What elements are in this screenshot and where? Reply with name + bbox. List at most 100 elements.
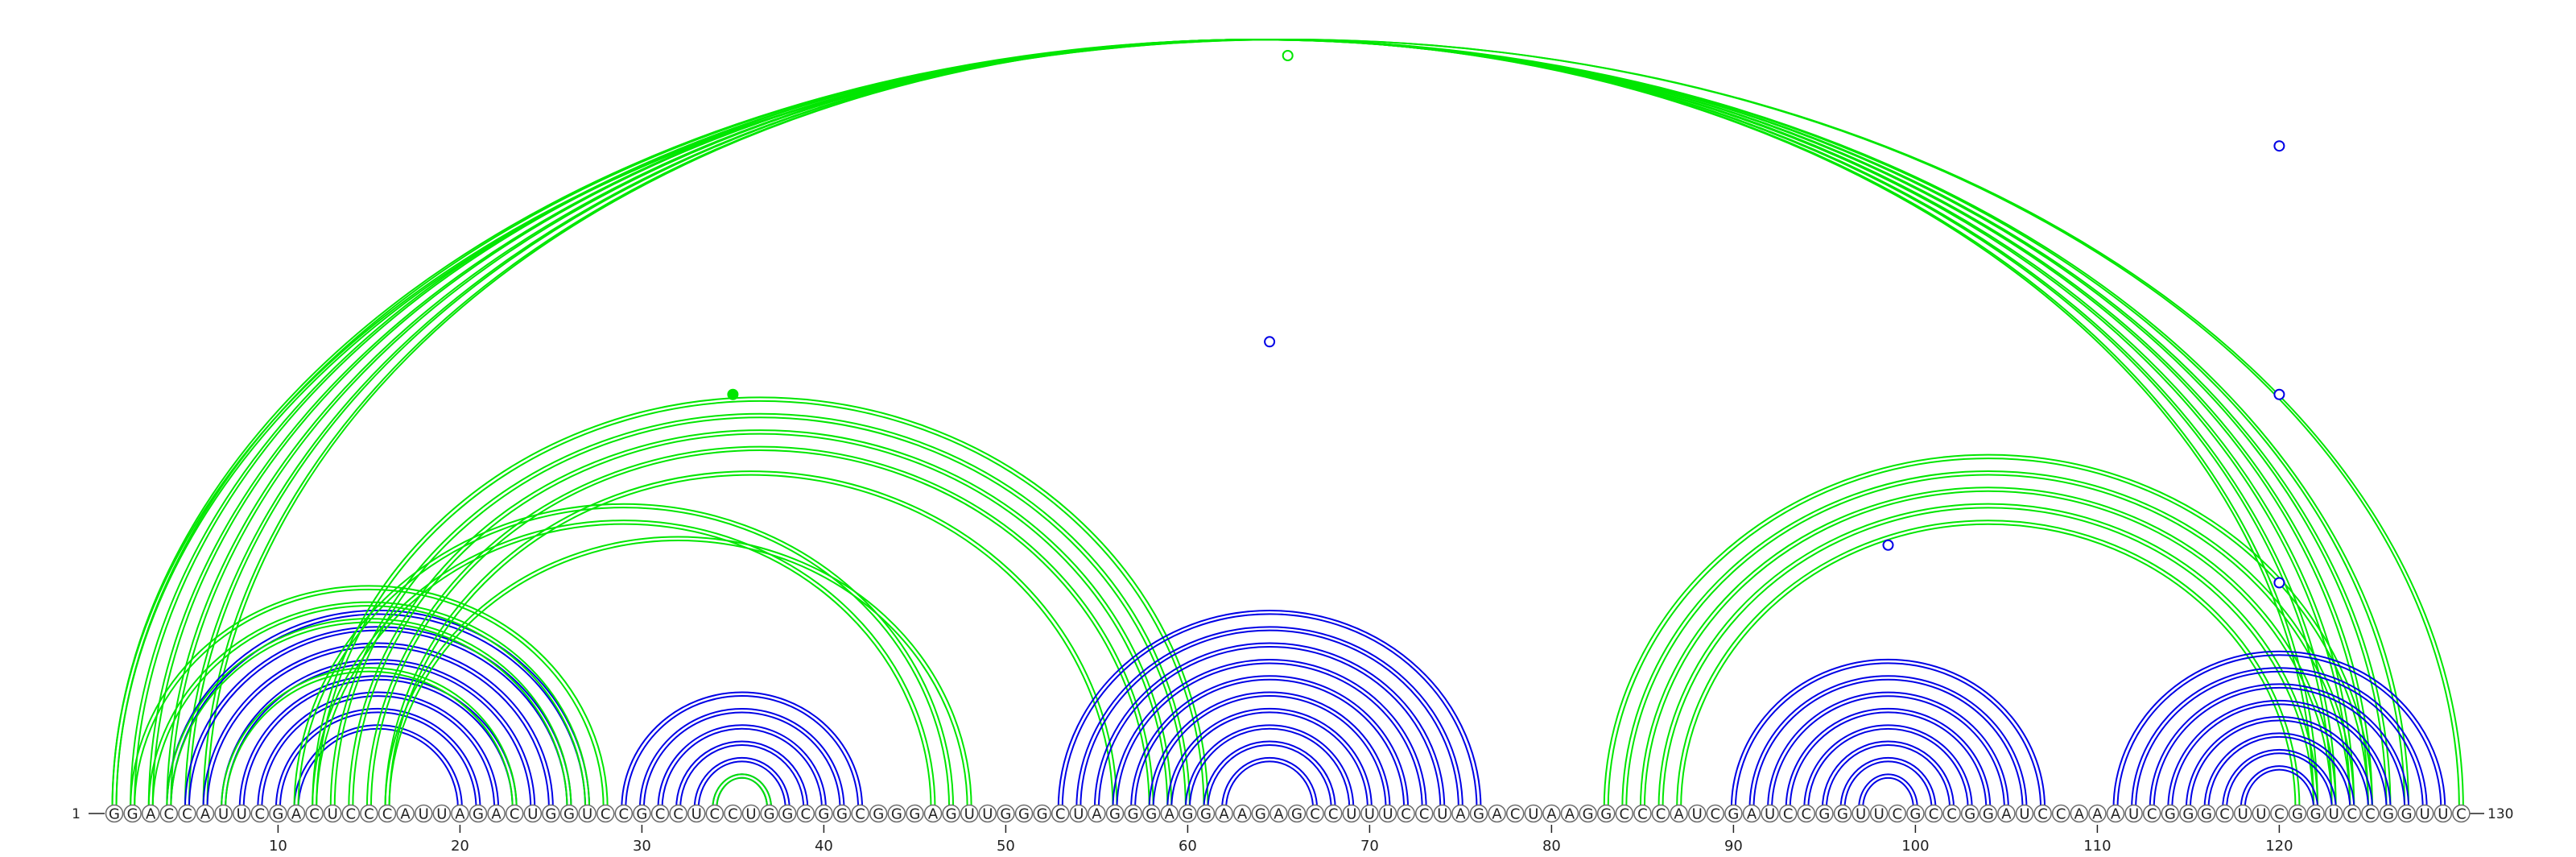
nucleotide-letter: U xyxy=(1346,806,1356,823)
nucleotide-letter: C xyxy=(164,806,175,823)
nested-arc xyxy=(1061,613,1478,809)
nucleotide-circle xyxy=(487,804,506,823)
nucleotide-circle xyxy=(960,804,979,823)
nucleotide-letter: G xyxy=(1200,806,1212,823)
nucleotide-circle xyxy=(1797,804,1816,823)
nucleotide-letter: G xyxy=(272,806,283,823)
nested-arc xyxy=(202,642,554,809)
nucleotide-circle xyxy=(2324,804,2343,823)
nucleotide-letter: C xyxy=(2037,806,2048,823)
nucleotide-letter: U xyxy=(2256,806,2266,823)
nested-arc xyxy=(1789,711,1988,809)
nucleotide-circle xyxy=(906,804,924,823)
nested-arc xyxy=(1116,662,1423,809)
nucleotide-letter: C xyxy=(1783,806,1794,823)
nucleotide-circle xyxy=(1179,804,1197,823)
nested-arc xyxy=(2116,654,2442,809)
nested-arc xyxy=(225,662,532,809)
nested-arc xyxy=(1839,756,1937,809)
nucleotide-letter: G xyxy=(1291,806,1302,823)
pseudoknot-arc xyxy=(316,523,932,809)
arc-marker xyxy=(1282,50,1294,61)
nucleotide-letter: U xyxy=(1382,806,1393,823)
nucleotide-circle xyxy=(1924,804,1943,823)
nucleotide-circle xyxy=(2197,804,2216,823)
arc-markers xyxy=(727,50,2285,589)
nucleotide-circle xyxy=(451,804,469,823)
pseudoknot-arc xyxy=(716,776,769,809)
pseudoknot-arc xyxy=(388,474,1114,809)
nucleotide-letter: U xyxy=(237,806,247,823)
nested-arc xyxy=(1752,678,2024,809)
nucleotide-circle xyxy=(2033,804,2052,823)
pseudoknot-arc xyxy=(352,433,1169,809)
nucleotide-letter: G xyxy=(1909,806,1921,823)
nucleotide-circle xyxy=(105,804,124,823)
nucleotide-letter: U xyxy=(1874,806,1885,823)
pseudoknot-arc xyxy=(293,503,955,809)
nucleotide-circle xyxy=(1051,804,1070,823)
nucleotide-circle xyxy=(1105,804,1125,823)
nucleotide-circle xyxy=(669,804,687,823)
nucleotide-letter: A xyxy=(146,806,156,823)
nested-arc xyxy=(697,760,786,809)
nucleotide-circle xyxy=(760,804,778,823)
nucleotide-letter: C xyxy=(1510,806,1521,823)
nucleotide-letter: G xyxy=(1728,806,1739,823)
nested-arc xyxy=(1730,658,2046,809)
tick-label: 30 xyxy=(633,838,651,855)
nucleotide-circle xyxy=(2124,804,2143,823)
nucleotide-letter: G xyxy=(946,806,957,823)
nested-arc xyxy=(275,707,481,809)
nucleotide-circle xyxy=(2270,804,2289,823)
nucleotide-circle xyxy=(2070,804,2089,823)
nucleotide-letter: C xyxy=(1946,806,1957,823)
tick-label: 40 xyxy=(815,838,833,855)
nucleotide-circle xyxy=(141,804,160,823)
pseudoknot-arc xyxy=(221,667,518,809)
nucleotide-letter: G xyxy=(1146,806,1157,823)
nucleotide-letter: G xyxy=(1128,806,1139,823)
nucleotide-circle xyxy=(1215,804,1233,823)
nucleotide-letter: A xyxy=(200,806,211,823)
nucleotide-letter: C xyxy=(382,806,393,823)
nested-arc xyxy=(1207,744,1332,809)
nucleotide-circle xyxy=(1869,804,1889,823)
nucleotide-circle xyxy=(1451,804,1470,823)
nucleotide-letter: A xyxy=(1546,806,1557,823)
nested-arc xyxy=(1203,740,1336,809)
nucleotide-circle xyxy=(250,804,270,823)
nucleotide-circle xyxy=(1596,804,1616,823)
nucleotide-letter: C xyxy=(1401,806,1411,823)
nucleotide-circle xyxy=(542,804,560,823)
pseudoknot-arc xyxy=(312,396,1209,809)
nested-arc xyxy=(2131,667,2428,809)
nucleotide-circle xyxy=(1232,804,1252,823)
nucleotide-circle xyxy=(1852,804,1870,823)
nucleotide-circle xyxy=(1560,804,1579,823)
arc-marker xyxy=(727,388,739,400)
nucleotide-letter: C xyxy=(728,806,738,823)
nucleotide-letter: G xyxy=(836,806,848,823)
nucleotide-letter: G xyxy=(2401,806,2413,823)
nucleotide-circle xyxy=(2361,804,2380,823)
nested-arc xyxy=(2185,716,2373,809)
nested-arc xyxy=(621,691,864,809)
nucleotide-circle xyxy=(1670,804,1688,823)
nucleotide-circle xyxy=(1579,804,1597,823)
nucleotide-letter: U xyxy=(1856,806,1866,823)
nested-arc xyxy=(2189,719,2369,809)
nucleotide-circle xyxy=(869,804,888,823)
nucleotide-letter: G xyxy=(909,806,920,823)
tick-label: 50 xyxy=(997,838,1015,855)
nucleotide-letter: U xyxy=(1437,806,1447,823)
pseudoknot-arc xyxy=(166,618,572,809)
nested-arc xyxy=(661,727,823,809)
nested-arc xyxy=(1771,695,2005,809)
pseudoknot-arc xyxy=(333,416,1187,809)
nucleotide-circle xyxy=(1141,804,1161,823)
nucleotide-letter: U xyxy=(2238,806,2248,823)
nucleotide-letter: C xyxy=(673,806,683,823)
nested-arc xyxy=(2207,735,2351,809)
